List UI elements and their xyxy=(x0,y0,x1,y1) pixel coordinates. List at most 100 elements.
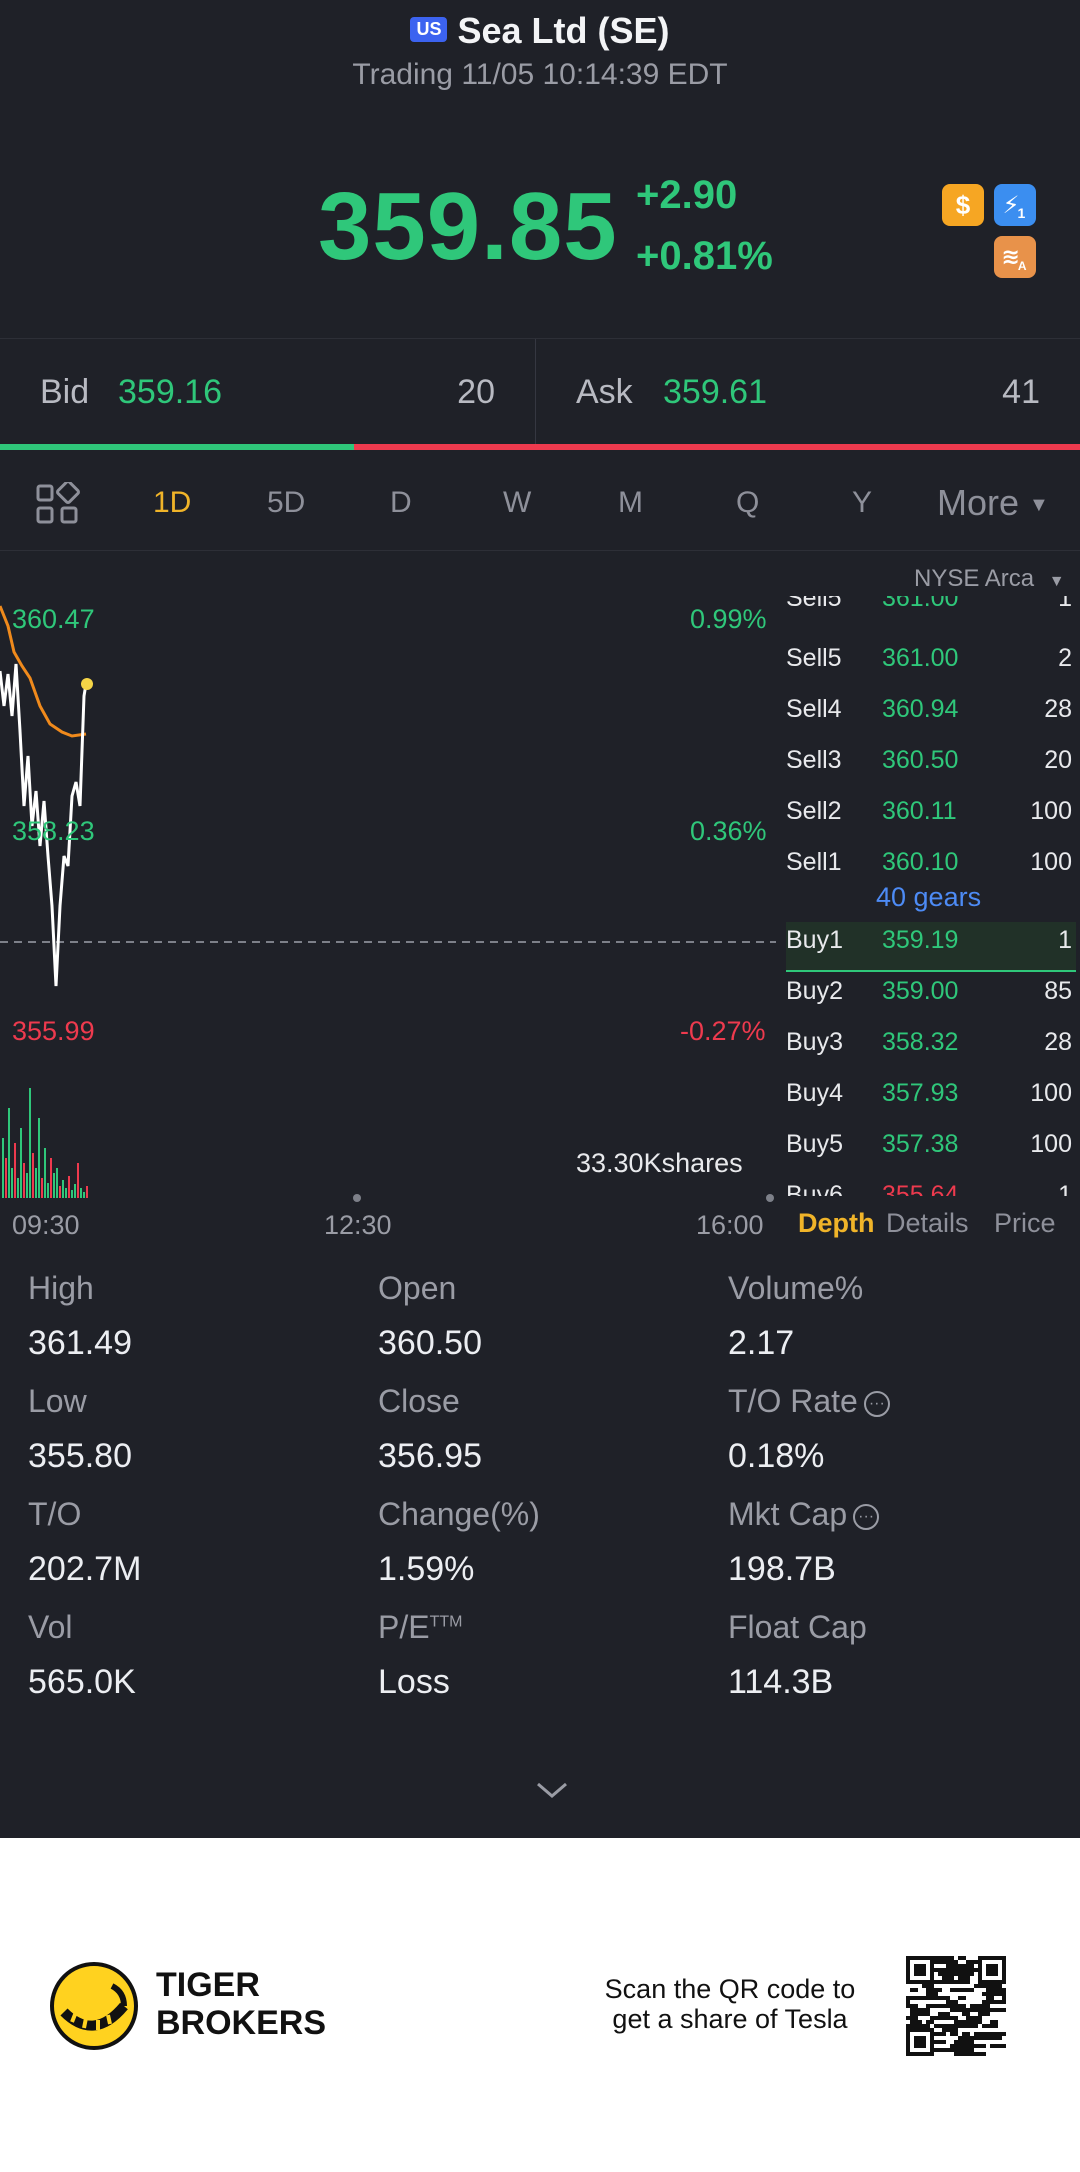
tab-m[interactable]: M xyxy=(618,486,643,519)
order-book[interactable]: Sell5 361.00 1 Sell5 361.00 2 Sell4 360.… xyxy=(776,596,1080,1196)
stat-label-pe: P/ETTM xyxy=(378,1609,462,1646)
order-price: 359.00 xyxy=(882,977,959,1005)
volume-bar xyxy=(32,1153,34,1198)
stat-label: Vol xyxy=(28,1609,73,1645)
bid-label: Bid xyxy=(40,373,90,411)
stat-label: T/O xyxy=(28,1496,82,1532)
stat-label: Float Cap xyxy=(728,1609,867,1645)
volume-bar xyxy=(56,1168,58,1198)
time-label-mid: 12:30 xyxy=(324,1210,392,1240)
price-change: +2.90 xyxy=(636,173,738,217)
volume-label: 33.30Kshares xyxy=(576,1148,743,1178)
stat-label: Change(%) xyxy=(378,1496,540,1532)
tab-depth[interactable]: Depth xyxy=(798,1208,875,1238)
order-qty: 2 xyxy=(1058,644,1072,672)
order-price: 359.19 xyxy=(882,926,959,954)
info-icon[interactable]: ··· xyxy=(853,1503,880,1530)
tab-q[interactable]: Q xyxy=(736,486,760,519)
order-row: Buy6 355.64 1 xyxy=(776,1181,1076,1196)
order-qty: 100 xyxy=(1030,1079,1072,1107)
exchange-selector[interactable]: NYSE Arca ▼ xyxy=(914,565,1065,593)
tab-w[interactable]: W xyxy=(503,486,532,519)
volume-bar xyxy=(80,1188,82,1198)
orderbook-tabs: Depth Details Price xyxy=(776,1208,1080,1248)
order-row: Sell4 360.94 28 xyxy=(776,695,1076,735)
ask-box[interactable]: Ask 359.61 41 xyxy=(536,339,1080,445)
tab-y[interactable]: Y xyxy=(852,486,873,519)
order-row: Sell3 360.50 20 xyxy=(776,746,1076,786)
bid-ask-ratio-bar xyxy=(0,444,1080,450)
scan-line1: Scan the QR code to xyxy=(604,1974,856,2004)
order-qty: 85 xyxy=(1044,977,1072,1005)
order-side: Sell4 xyxy=(786,695,842,723)
more-label: More xyxy=(937,482,1020,523)
tab-details[interactable]: Details xyxy=(886,1208,969,1238)
volume-bar xyxy=(68,1176,70,1198)
volume-bar xyxy=(71,1190,73,1198)
order-row: Buy3 358.32 28 xyxy=(776,1028,1076,1068)
gears-link[interactable]: 40 gears xyxy=(876,882,982,912)
order-side: Sell2 xyxy=(786,797,842,825)
intraday-chart[interactable] xyxy=(0,556,776,1206)
stat-label-with-info: Mkt Cap ··· xyxy=(728,1496,880,1533)
order-qty: 100 xyxy=(1030,848,1072,876)
order-row: Sell1 360.10 100 xyxy=(776,848,1076,888)
flash-icon[interactable]: ⚡ 1 xyxy=(994,184,1036,226)
exchange-name: NYSE Arca xyxy=(914,565,1035,592)
scan-line2: get a share of Tesla xyxy=(612,2004,848,2034)
stat-value: 1.59% xyxy=(378,1550,475,1588)
volume-bar xyxy=(26,1173,28,1198)
stat-value: 202.7M xyxy=(28,1550,142,1588)
stat-value: 356.95 xyxy=(378,1437,482,1475)
stat-value: 0.18% xyxy=(728,1437,825,1475)
order-row: Buy5 357.38 100 xyxy=(776,1130,1076,1170)
bid-box[interactable]: Bid 359.16 20 xyxy=(0,339,536,445)
axis-price-high: 360.47 xyxy=(12,604,95,634)
time-label-close: 16:00 xyxy=(696,1210,764,1240)
stat-value: 355.80 xyxy=(28,1437,132,1475)
ask-price: 359.61 xyxy=(663,373,767,411)
chart-layout-icon[interactable] xyxy=(36,482,80,526)
tab-price[interactable]: Price xyxy=(994,1208,1056,1238)
order-price: 361.00 xyxy=(882,644,959,672)
volume-bar xyxy=(5,1158,7,1198)
brand-line1: TIGER xyxy=(156,1966,260,2004)
order-price: 357.93 xyxy=(882,1079,959,1107)
order-price: 357.38 xyxy=(882,1130,959,1158)
order-qty: 1 xyxy=(1058,1181,1072,1196)
volume-bar xyxy=(29,1088,31,1198)
ask-label: Ask xyxy=(576,373,633,411)
ask-size: 41 xyxy=(1002,373,1040,411)
stat-value: 114.3B xyxy=(728,1663,834,1701)
stat-value: 565.0K xyxy=(28,1663,136,1701)
volume-bars xyxy=(2,1088,88,1198)
more-tab[interactable]: More ▼ xyxy=(937,482,1049,524)
chevron-down-icon[interactable] xyxy=(534,1778,570,1802)
dollar-icon[interactable]: $ xyxy=(942,184,984,226)
order-side: Sell5 xyxy=(786,596,842,612)
tab-d[interactable]: D xyxy=(390,486,412,519)
tab-1d[interactable]: 1D xyxy=(153,486,192,519)
stack-icon[interactable]: ≋ A xyxy=(994,236,1036,278)
volume-bar xyxy=(35,1168,37,1198)
volume-bar xyxy=(14,1143,16,1198)
order-qty: 20 xyxy=(1044,746,1072,774)
brand-line2: BROKERS xyxy=(156,2004,327,2042)
order-qty: 1 xyxy=(1058,926,1072,954)
info-icon[interactable]: ··· xyxy=(863,1390,890,1417)
order-price: 360.94 xyxy=(882,695,959,723)
volume-bar xyxy=(47,1183,49,1198)
volume-bar xyxy=(50,1158,52,1198)
order-qty: 28 xyxy=(1044,1028,1072,1056)
stat-value: Loss xyxy=(378,1663,450,1701)
order-side: Buy2 xyxy=(786,977,843,1005)
volume-bar xyxy=(59,1186,61,1198)
order-price: 360.50 xyxy=(882,746,959,774)
volume-bar xyxy=(38,1118,40,1198)
volume-bar xyxy=(44,1148,46,1198)
order-row: Buy1 359.19 1 xyxy=(776,926,1076,966)
stat-label-with-info: T/O Rate ··· xyxy=(728,1383,890,1420)
tab-5d[interactable]: 5D xyxy=(267,486,306,519)
volume-bar xyxy=(20,1128,22,1198)
axis-pct-low: -0.27% xyxy=(680,1016,766,1046)
